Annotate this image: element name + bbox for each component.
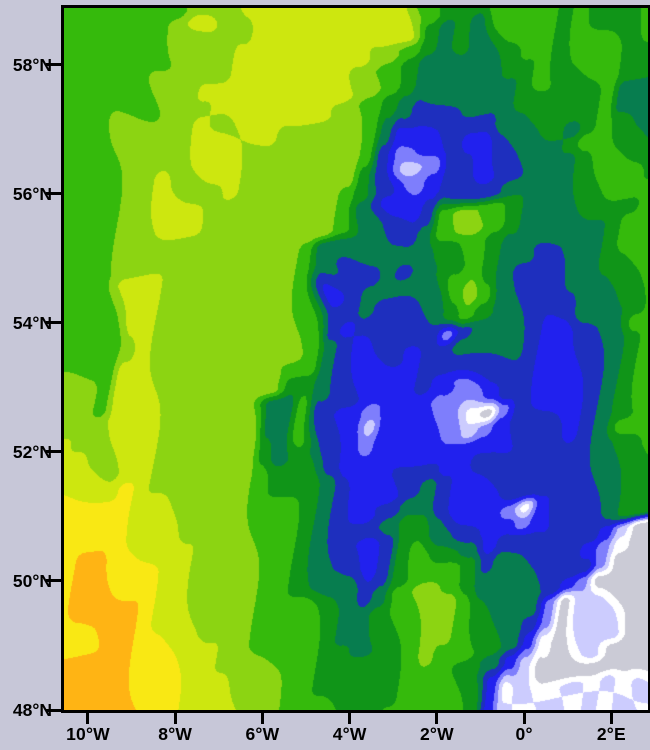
y-axis-tick	[46, 321, 62, 325]
y-axis-tick	[46, 579, 62, 583]
x-axis-tick	[260, 711, 264, 724]
x-axis-tick-label: 2°W	[419, 724, 454, 744]
y-axis-tick-label: 58°N	[12, 54, 52, 75]
x-axis-tick-label: 0°	[515, 724, 533, 744]
contour-field-canvas	[64, 8, 648, 710]
x-axis-tick	[86, 711, 90, 724]
x-axis-tick-label: 2°E	[596, 724, 626, 744]
x-axis-tick-label: 8°W	[158, 724, 193, 744]
x-axis-tick-label: 4°W	[332, 724, 367, 744]
y-axis-tick	[46, 63, 62, 67]
x-axis-tick-label: 6°W	[245, 724, 280, 744]
x-axis-tick	[435, 711, 439, 724]
x-axis-tick	[609, 711, 613, 724]
x-axis-tick	[173, 711, 177, 724]
y-axis-tick-label: 50°N	[12, 570, 52, 591]
y-axis-tick-label: 48°N	[12, 700, 52, 720]
y-axis-tick	[46, 450, 62, 454]
y-axis-tick	[46, 708, 62, 712]
y-axis-tick-label: 56°N	[12, 183, 52, 204]
x-axis-tick	[522, 711, 526, 724]
y-axis-tick-label: 52°N	[12, 441, 52, 462]
y-axis-tick	[46, 192, 62, 196]
x-axis-tick-label: 10°W	[66, 724, 110, 744]
x-axis-tick	[348, 711, 352, 724]
y-axis-tick-label: 54°N	[12, 312, 52, 333]
